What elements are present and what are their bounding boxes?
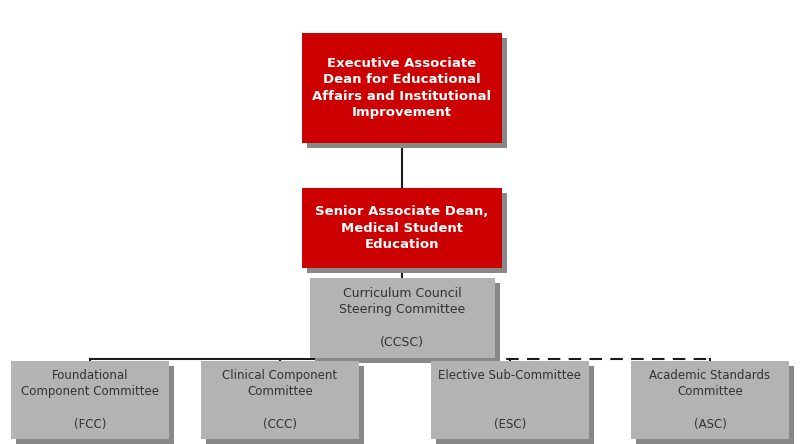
- FancyBboxPatch shape: [314, 283, 499, 363]
- FancyBboxPatch shape: [630, 361, 788, 439]
- FancyBboxPatch shape: [16, 366, 173, 444]
- Text: Elective Sub-Committee


(ESC): Elective Sub-Committee (ESC): [438, 369, 581, 431]
- FancyBboxPatch shape: [430, 361, 589, 439]
- Text: Senior Associate Dean,
Medical Student
Education: Senior Associate Dean, Medical Student E…: [315, 205, 488, 251]
- FancyBboxPatch shape: [201, 361, 359, 439]
- FancyBboxPatch shape: [307, 193, 507, 273]
- FancyBboxPatch shape: [309, 278, 494, 358]
- FancyBboxPatch shape: [302, 188, 501, 268]
- FancyBboxPatch shape: [635, 366, 793, 444]
- Text: Curriculum Council
Steering Committee

(CCSC): Curriculum Council Steering Committee (C…: [338, 287, 465, 349]
- FancyBboxPatch shape: [302, 33, 501, 143]
- Text: Executive Associate
Dean for Educational
Affairs and Institutional
Improvement: Executive Associate Dean for Educational…: [312, 57, 491, 119]
- Text: Foundational
Component Committee

(FCC): Foundational Component Committee (FCC): [21, 369, 159, 431]
- FancyBboxPatch shape: [307, 38, 507, 148]
- Text: Academic Standards
Committee

(ASC): Academic Standards Committee (ASC): [649, 369, 769, 431]
- FancyBboxPatch shape: [206, 366, 364, 444]
- Text: Clinical Component
Committee

(CCC): Clinical Component Committee (CCC): [222, 369, 337, 431]
- FancyBboxPatch shape: [11, 361, 169, 439]
- FancyBboxPatch shape: [435, 366, 593, 444]
